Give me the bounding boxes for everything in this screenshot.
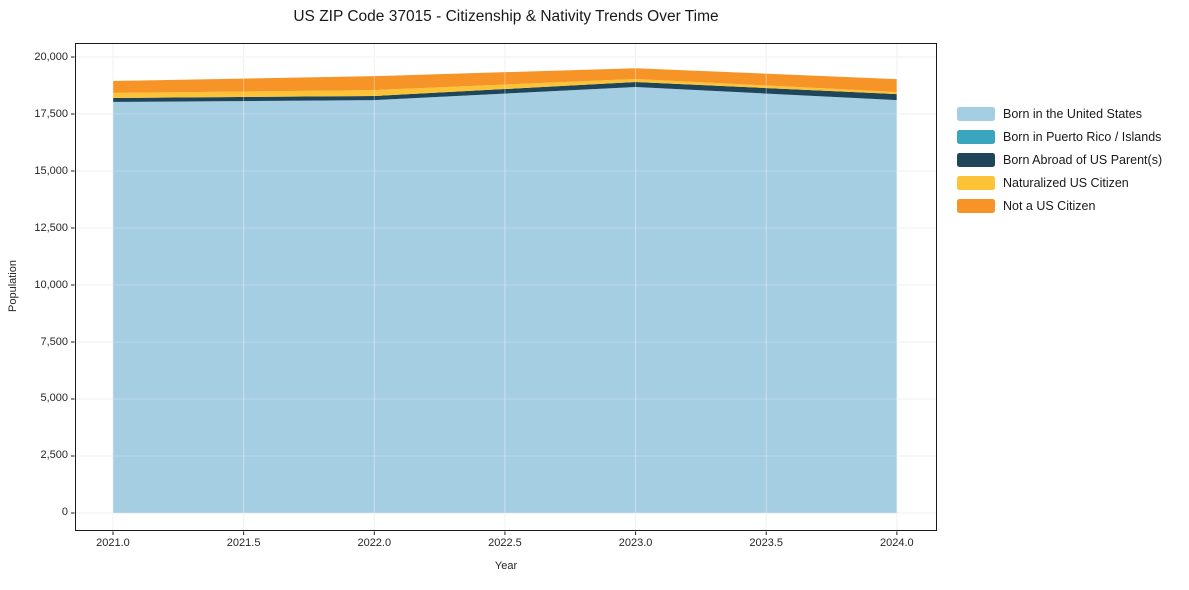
legend-item: Born in the United States: [957, 107, 1162, 121]
y-tick-label: 12,500: [34, 221, 68, 234]
legend-swatch: [957, 130, 995, 144]
legend-label: Born in the United States: [1003, 107, 1142, 121]
y-tick-label: 15,000: [34, 164, 68, 177]
legend-item: Born Abroad of US Parent(s): [957, 153, 1162, 167]
plot-area: [71, 43, 937, 535]
y-tick-label: 5,000: [40, 392, 68, 405]
area-series: [112, 81, 897, 102]
legend-item: Born in Puerto Rico / Islands: [957, 130, 1162, 144]
plot-border: [75, 43, 937, 531]
y-tick-label: 0: [61, 506, 68, 519]
legend-label: Naturalized US Citizen: [1003, 176, 1129, 190]
legend-swatch: [957, 153, 995, 167]
legend: Born in the United States Born in Puerto …: [957, 107, 1162, 213]
legend-swatch: [957, 107, 995, 121]
area-series: [112, 87, 897, 513]
legend-swatch: [957, 176, 995, 190]
chart-title: US ZIP Code 37015 - Citizenship & Nativi…: [293, 8, 719, 25]
x-tick-label: 2024.0: [880, 537, 914, 549]
x-axis-label: Year: [494, 560, 518, 572]
legend-label: Born in Puerto Rico / Islands: [1003, 130, 1162, 144]
legend-item: Naturalized US Citizen: [957, 176, 1162, 190]
y-tick-label: 10,000: [34, 278, 68, 291]
y-tick-label: 20,000: [34, 50, 68, 63]
area-series: [112, 68, 897, 93]
legend-swatch: [957, 199, 995, 213]
x-tick-label: 2023.5: [749, 537, 784, 549]
x-tick-label: 2021.5: [226, 537, 261, 549]
x-tick-label: 2021.0: [96, 537, 130, 549]
legend-item: Not a US Citizen: [957, 199, 1162, 213]
x-tick-label: 2022.5: [488, 537, 522, 549]
area-series: [112, 79, 897, 98]
x-tick-label: 2022.0: [357, 537, 392, 549]
y-tick-label: 17,500: [34, 107, 68, 120]
legend-label: Not a US Citizen: [1003, 199, 1096, 213]
y-tick-label: 2,500: [40, 449, 68, 462]
legend-label: Born Abroad of US Parent(s): [1003, 153, 1163, 167]
y-tick-label: 7,500: [40, 335, 68, 348]
x-tick-label: 2023.0: [618, 537, 653, 549]
